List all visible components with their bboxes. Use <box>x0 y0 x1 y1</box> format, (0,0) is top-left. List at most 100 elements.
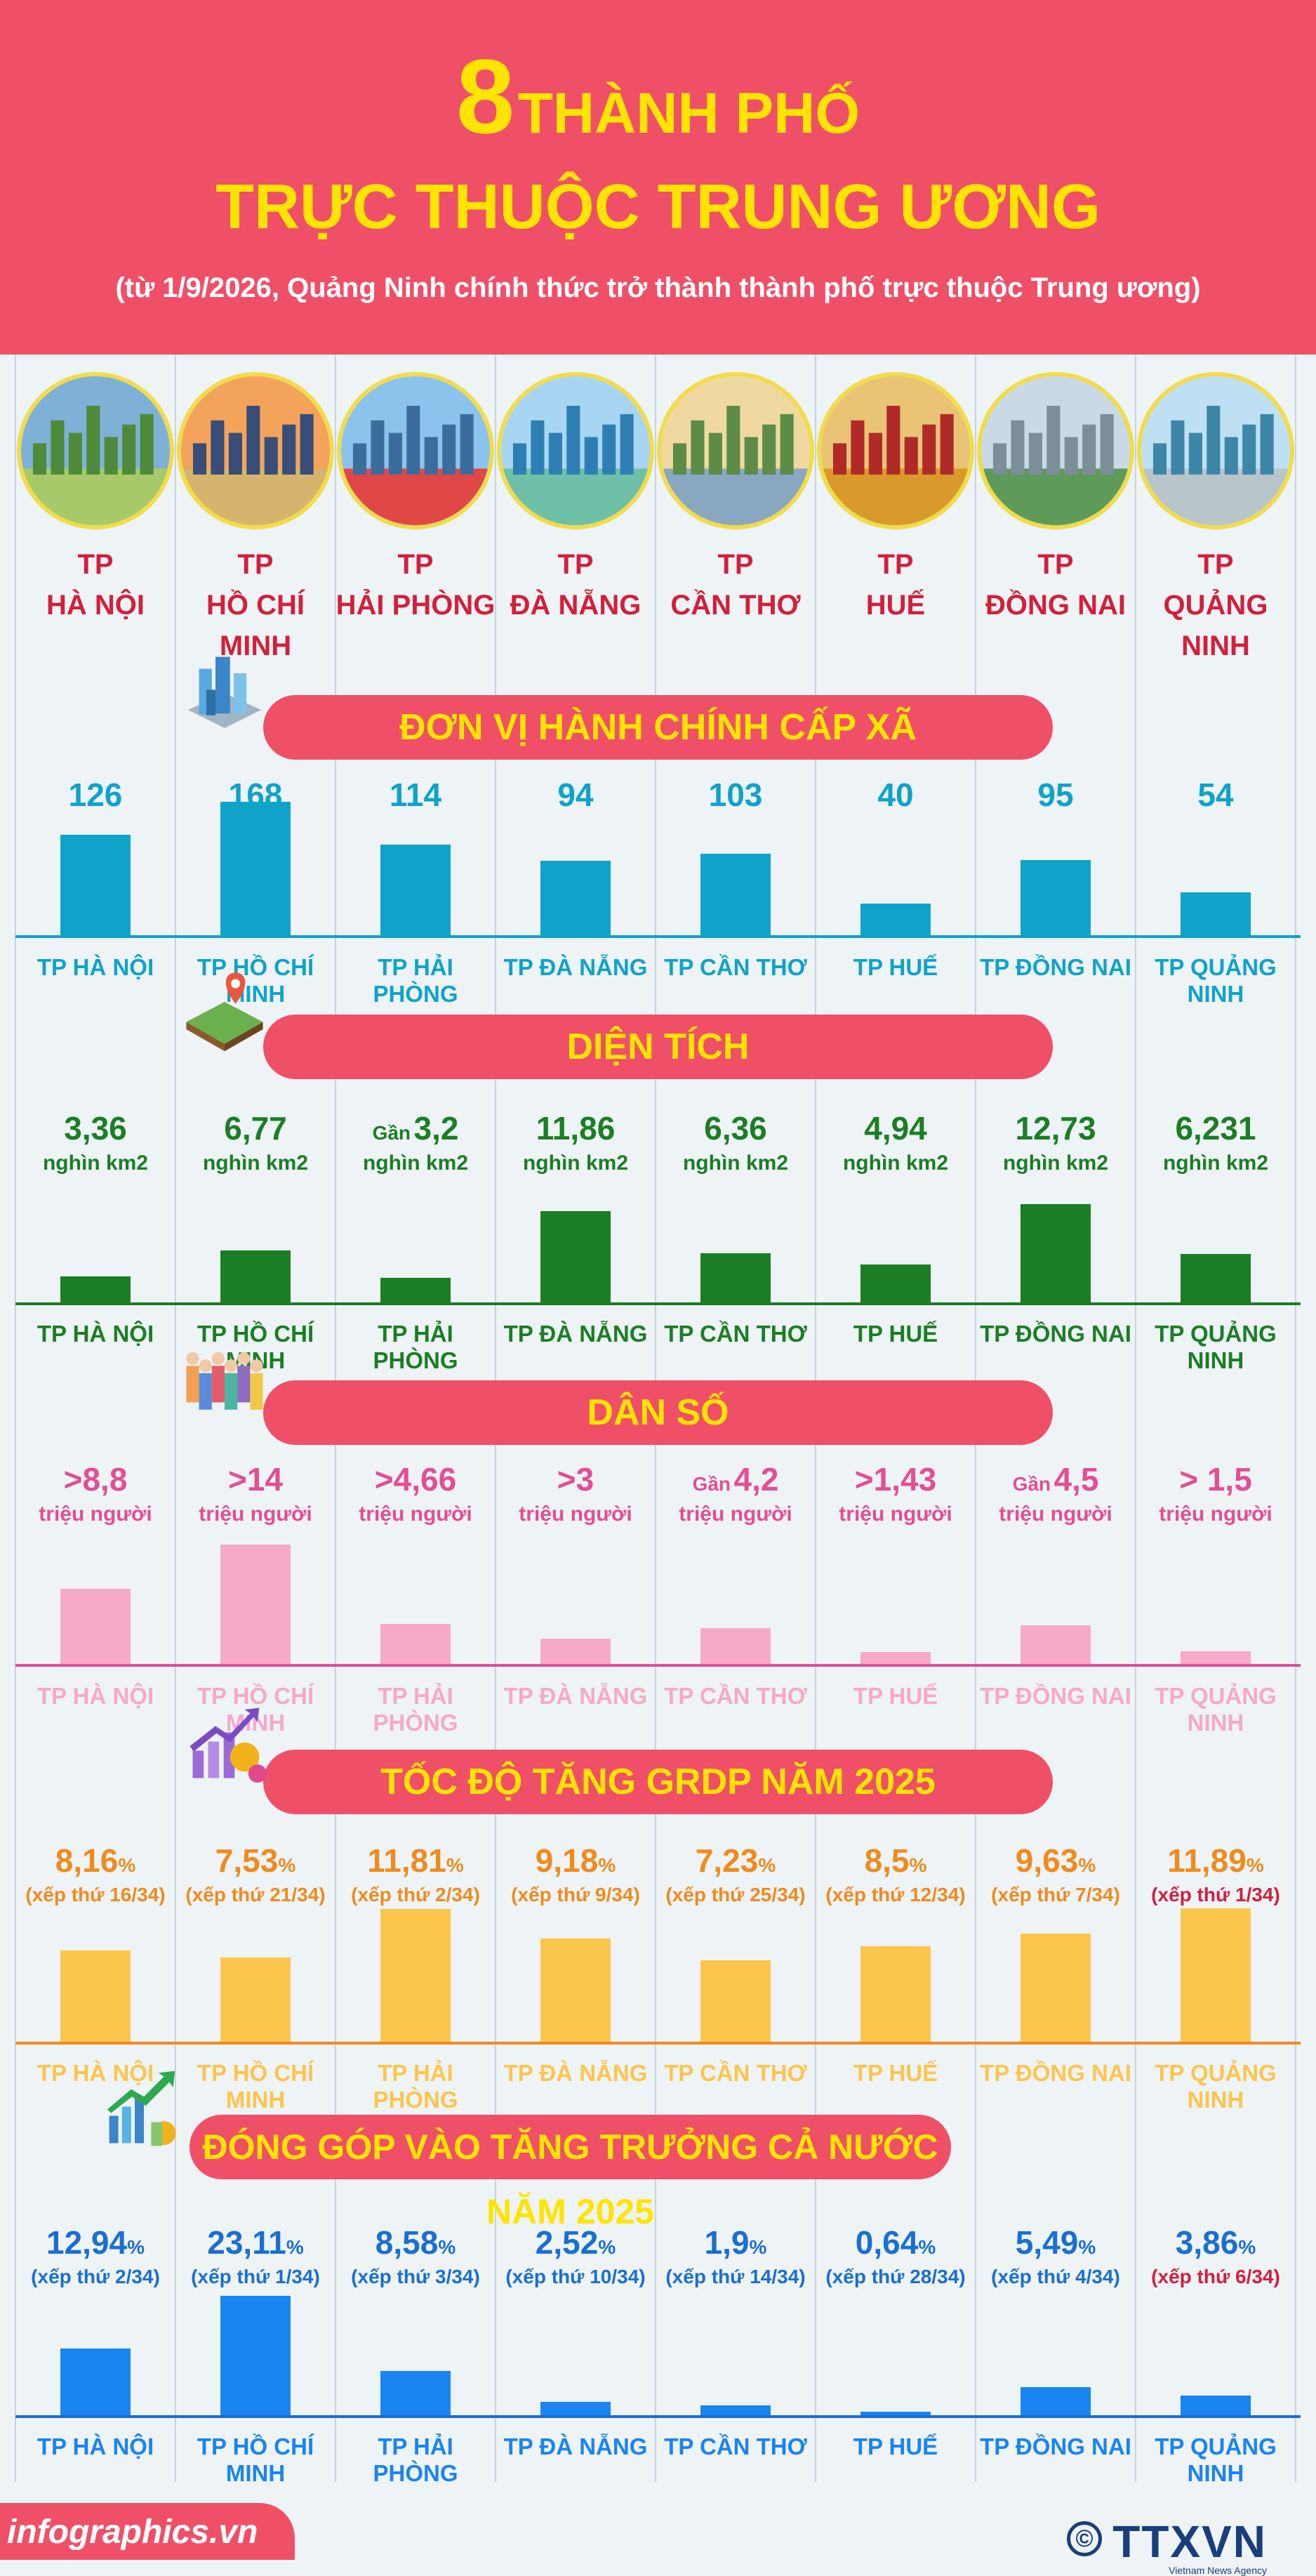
city-name-tp: TP <box>77 549 114 580</box>
chart-bar <box>1181 1254 1251 1302</box>
value-rank: (xếp thứ 16/34) <box>25 1884 166 1905</box>
value-unit: nghìn km2 <box>1002 1151 1108 1175</box>
value-unit: triệu người <box>999 1502 1112 1526</box>
city-name: TP CẦN THƠ <box>656 544 816 626</box>
site-name[interactable]: infographics.vn <box>7 2514 258 2551</box>
value-label: 12,94% (xếp thứ 2/34) <box>15 2224 175 2288</box>
value-rank: (xếp thứ 4/34) <box>991 2266 1120 2287</box>
city-name-tp: TP <box>717 549 754 580</box>
category-label: TP ĐÀ NẴNG <box>503 2433 648 2459</box>
value-label: 3,86% (xếp thứ 6/34) <box>1136 2224 1296 2288</box>
category-label: TP HÀ NỘI <box>36 2433 154 2459</box>
city-name: TP HUẾ <box>816 544 976 626</box>
category-label: TP ĐÀ NẴNG <box>503 954 648 980</box>
city-name-text: ĐÀ NẴNG <box>510 590 642 621</box>
value-percent: % <box>438 2236 456 2258</box>
chart-bar <box>220 2296 291 2415</box>
city-name-tp: TP <box>1037 549 1074 580</box>
value-label: 11,81% (xếp thứ 2/34) <box>335 1842 496 1906</box>
value-label: 11,89% (xếp thứ 1/34) <box>1136 1842 1296 1906</box>
value-prefix: Gần <box>692 1473 731 1495</box>
value-label: 114 <box>335 776 496 814</box>
city-photo <box>17 372 174 529</box>
value-main: 11,89 <box>1167 1842 1247 1879</box>
value-main: 126 <box>68 777 123 813</box>
chart-bar <box>1021 860 1091 935</box>
value-percent: % <box>598 2236 616 2258</box>
ttxvn-logo: TTXVN <box>1112 2516 1267 2567</box>
value-label: 23,11% (xếp thứ 1/34) <box>175 2224 335 2288</box>
chart-bar <box>860 904 931 935</box>
value-main: 12,73 <box>1015 1110 1096 1147</box>
category-label: TP HẢI PHÒNG <box>373 1321 458 1373</box>
copyright-icon: © <box>1067 2521 1102 2556</box>
value-main: 94 <box>557 777 594 813</box>
value-prefix: Gần <box>372 1122 411 1144</box>
value-unit: triệu người <box>39 1502 152 1526</box>
value-main: 4,5 <box>1054 1461 1099 1498</box>
value-label: 9,63% (xếp thứ 7/34) <box>976 1842 1136 1906</box>
value-unit: nghìn km2 <box>362 1151 468 1175</box>
category-label: TP HUẾ <box>853 1683 938 1709</box>
category-label: TP QUẢNG NINH <box>1155 954 1277 1007</box>
value-main: >4,66 <box>374 1461 457 1498</box>
city-name-text: CẦN THƠ <box>670 590 801 621</box>
value-main: 6,231 <box>1175 1110 1256 1147</box>
value-main: 95 <box>1037 777 1074 813</box>
chart-bar <box>1021 1625 1091 1664</box>
category-label: TP HẢI PHÒNG <box>373 2060 458 2113</box>
chart-bar <box>1181 892 1251 935</box>
value-label: 0,64% (xếp thứ 28/34) <box>816 2224 976 2288</box>
value-unit: nghìn km2 <box>1162 1151 1268 1175</box>
section-banner: DIỆN TÍCH <box>263 1015 1053 1079</box>
value-label: >3 triệu người <box>496 1460 656 1526</box>
city-photo <box>1137 372 1294 529</box>
column-divider <box>1295 355 1296 2482</box>
header-banner: 8 THÀNH PHỐ TRỰC THUỘC TRUNG ƯƠNG (từ 1/… <box>0 0 1316 355</box>
city-name-text: QUẢNG NINH <box>1163 590 1268 661</box>
value-main: 114 <box>389 777 442 813</box>
value-percent: % <box>127 2236 145 2258</box>
city-name-text: HỒ CHÍ MINH <box>206 590 305 661</box>
chart-bar <box>380 845 451 935</box>
value-main: 4,94 <box>864 1110 927 1147</box>
chart-bar <box>1021 1204 1091 1302</box>
value-rank: (xếp thứ 12/34) <box>825 1884 966 1905</box>
chart-bar <box>860 1946 931 2042</box>
value-main: 4,2 <box>733 1461 779 1498</box>
city-photo <box>337 372 494 529</box>
category-label: TP ĐỒNG NAI <box>980 1683 1131 1709</box>
section-banner: TỐC ĐỘ TĂNG GRDP NĂM 2025 <box>263 1750 1053 1814</box>
title-number: 8 <box>456 37 515 155</box>
value-label: 7,53% (xếp thứ 21/34) <box>175 1842 335 1906</box>
value-main: 1,9 <box>704 2224 750 2261</box>
section-banner: ĐÓNG GÓP VÀO TĂNG TRƯỞNG CẢ NƯỚC NĂM 202… <box>190 2115 951 2231</box>
category-label: TP ĐÀ NẴNG <box>503 1321 648 1347</box>
chart-bar <box>1021 1934 1091 2042</box>
footer-tab <box>0 2503 295 2560</box>
category-label: TP HẢI PHÒNG <box>373 1683 458 1736</box>
value-unit: triệu người <box>359 1502 472 1526</box>
city-name: TP QUẢNG NINH <box>1136 544 1296 666</box>
section-banner: DÂN SỐ <box>263 1380 1053 1445</box>
category-label: TP ĐÀ NẴNG <box>503 1683 648 1709</box>
value-percent: % <box>278 1854 296 1876</box>
value-label: 8,58% (xếp thứ 3/34) <box>335 2224 496 2288</box>
category-label: TP HUẾ <box>853 2060 938 2086</box>
category-label: TP ĐÀ NẴNG <box>503 2060 648 2086</box>
city-name-text: HÀ NỘI <box>46 590 145 621</box>
category-label: TP CẦN THƠ <box>664 1321 807 1347</box>
value-rank: (xếp thứ 10/34) <box>505 2266 646 2287</box>
value-percent: % <box>909 1854 927 1876</box>
value-label: 103 <box>656 776 816 814</box>
chart-bar <box>220 1957 291 2042</box>
value-main: >8,8 <box>63 1461 128 1498</box>
value-main: 23,11 <box>207 2224 286 2261</box>
category-label: TP HUẾ <box>853 2433 938 2459</box>
chart-baseline <box>15 935 1301 938</box>
value-main: 0,64 <box>855 2224 919 2261</box>
value-percent: % <box>1238 2236 1256 2258</box>
city-name-text: ĐỒNG NAI <box>985 590 1126 621</box>
city-buildings-icon <box>179 646 270 737</box>
value-percent: % <box>1246 1854 1264 1876</box>
